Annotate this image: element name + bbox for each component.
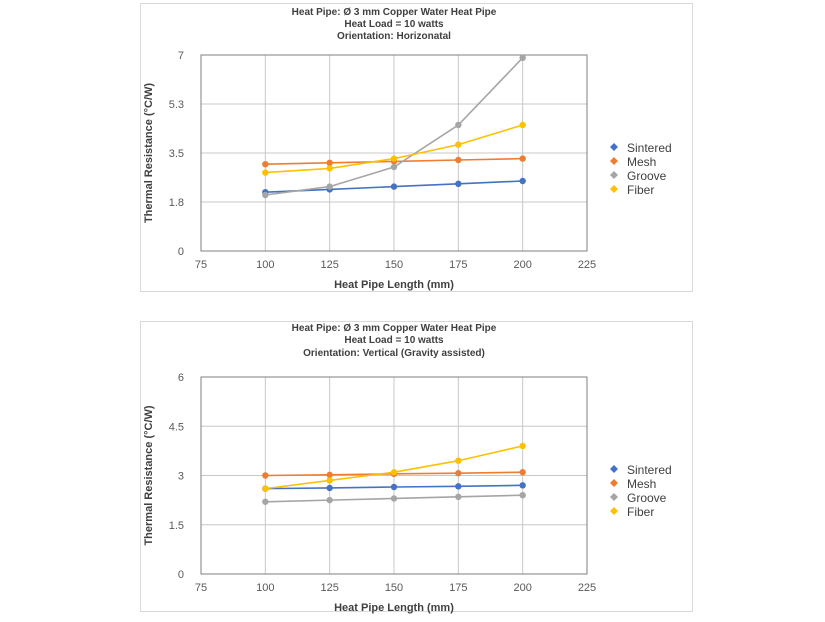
legend-marker-groove xyxy=(610,493,618,501)
plot-area-border xyxy=(200,54,588,252)
legend-label-sintered: Sintered xyxy=(627,463,672,477)
chart-title-line: Orientation: Vertical (Gravity assisted) xyxy=(303,348,485,359)
data-point-sintered xyxy=(519,177,526,185)
data-point-mesh xyxy=(519,155,526,162)
legend-label-groove: Groove xyxy=(627,491,667,505)
x-tick-label: 75 xyxy=(195,582,207,594)
y-axis-label: Thermal Resistance (°C/W) xyxy=(143,405,155,545)
data-point-fiber xyxy=(519,121,526,129)
y-tick-label: 1.8 xyxy=(169,197,184,209)
y-tick-label: 6 xyxy=(178,372,184,384)
data-point-mesh xyxy=(455,156,462,164)
chart-title-line: Heat Load = 10 watts xyxy=(344,19,444,30)
data-point-groove xyxy=(455,121,462,129)
data-point-sintered xyxy=(390,183,398,190)
y-tick-label: 3 xyxy=(178,471,184,483)
y-tick-label: 4.5 xyxy=(169,421,184,433)
x-tick-label: 125 xyxy=(320,582,338,594)
data-point-groove xyxy=(455,493,462,501)
plot-area-border xyxy=(200,376,588,575)
y-tick-label: 3.5 xyxy=(169,148,184,160)
data-point-fiber xyxy=(519,442,526,450)
data-point-groove xyxy=(262,191,269,199)
data-point-fiber xyxy=(262,169,269,176)
legend-label-groove: Groove xyxy=(627,169,667,183)
legend-marker-mesh xyxy=(610,479,618,487)
data-point-mesh xyxy=(262,472,269,479)
chart-panel-vertical: Heat Pipe: Ø 3 mm Copper Water Heat Pipe… xyxy=(140,321,693,614)
x-tick-label: 225 xyxy=(578,259,596,271)
x-tick-label: 175 xyxy=(449,582,467,594)
data-point-groove xyxy=(519,54,526,61)
data-point-fiber xyxy=(390,155,398,162)
y-tick-label: 0 xyxy=(178,569,184,581)
legend-marker-groove xyxy=(610,171,618,179)
y-tick-label: 1.5 xyxy=(169,520,184,532)
chart-panel-horizontal: Heat Pipe: Ø 3 mm Copper Water Heat Pipe… xyxy=(140,3,693,292)
legend-label-mesh: Mesh xyxy=(627,477,656,491)
data-point-mesh xyxy=(326,471,333,479)
legend-marker-sintered xyxy=(610,465,618,473)
x-tick-label: 100 xyxy=(256,259,274,271)
legend-marker-sintered xyxy=(610,143,618,151)
data-point-groove xyxy=(262,498,269,505)
data-point-sintered xyxy=(519,482,526,489)
chart-horizontal: Heat Pipe: Ø 3 mm Copper Water Heat Pipe… xyxy=(143,7,672,291)
chart-vertical: Heat Pipe: Ø 3 mm Copper Water Heat Pipe… xyxy=(143,323,672,614)
x-tick-label: 150 xyxy=(385,259,403,271)
chart-title-line: Orientation: Horizonatal xyxy=(337,31,451,42)
data-point-groove xyxy=(390,163,398,171)
data-point-mesh xyxy=(455,470,462,477)
x-tick-label: 125 xyxy=(320,259,338,271)
x-tick-label: 200 xyxy=(513,259,531,271)
x-axis-label: Heat Pipe Length (mm) xyxy=(334,602,454,614)
x-tick-label: 225 xyxy=(578,582,596,594)
y-tick-label: 7 xyxy=(178,50,184,62)
x-tick-label: 100 xyxy=(256,582,274,594)
data-point-groove xyxy=(326,496,333,504)
x-tick-label: 175 xyxy=(449,259,467,271)
x-tick-label: 200 xyxy=(513,582,531,594)
legend-marker-mesh xyxy=(610,157,618,165)
data-point-groove xyxy=(519,492,526,499)
data-point-fiber xyxy=(455,141,462,148)
chart-title-line: Heat Pipe: Ø 3 mm Copper Water Heat Pipe xyxy=(292,7,497,18)
legend-label-fiber: Fiber xyxy=(627,505,654,519)
x-tick-label: 75 xyxy=(195,259,207,271)
legend-label-sintered: Sintered xyxy=(627,141,672,155)
chart-title-line: Heat Load = 10 watts xyxy=(344,335,444,346)
y-tick-label: 5.3 xyxy=(169,99,184,111)
legend-label-mesh: Mesh xyxy=(627,155,656,169)
data-point-fiber xyxy=(326,477,333,484)
x-tick-label: 150 xyxy=(385,582,403,594)
data-point-mesh xyxy=(262,161,269,168)
y-tick-label: 0 xyxy=(178,246,184,258)
y-axis-label: Thermal Resistance (°C/W) xyxy=(143,83,155,223)
legend-marker-fiber xyxy=(610,507,618,515)
data-point-groove xyxy=(326,183,333,190)
x-axis-label: Heat Pipe Length (mm) xyxy=(334,279,454,291)
data-point-fiber xyxy=(390,469,398,476)
data-point-sintered xyxy=(455,180,462,187)
data-point-sintered xyxy=(455,483,462,490)
data-point-groove xyxy=(390,495,398,502)
legend-marker-fiber xyxy=(610,185,618,193)
legend-label-fiber: Fiber xyxy=(627,183,654,197)
chart-title-line: Heat Pipe: Ø 3 mm Copper Water Heat Pipe xyxy=(292,323,497,334)
data-point-fiber xyxy=(455,457,462,464)
data-point-fiber xyxy=(262,485,269,492)
data-point-fiber xyxy=(326,165,333,172)
data-point-sintered xyxy=(390,483,398,491)
data-point-mesh xyxy=(326,159,333,166)
data-point-mesh xyxy=(519,469,526,476)
data-point-sintered xyxy=(326,484,333,492)
